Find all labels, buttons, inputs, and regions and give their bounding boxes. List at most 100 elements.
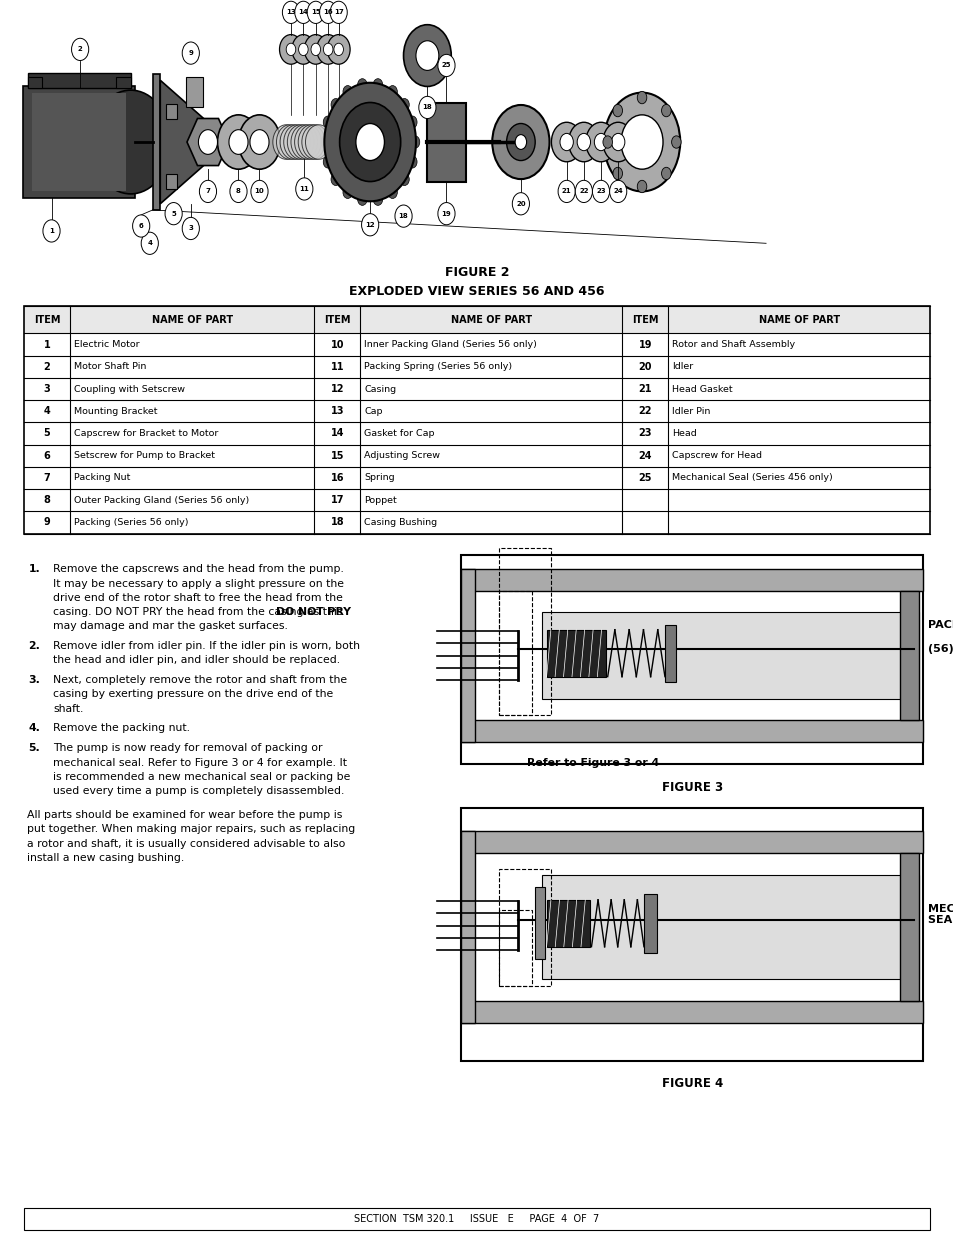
Text: Rotor and Shaft Assembly: Rotor and Shaft Assembly (672, 340, 795, 350)
Text: 13: 13 (331, 406, 344, 416)
Text: 15: 15 (311, 10, 320, 15)
Text: 12: 12 (331, 384, 344, 394)
Circle shape (334, 43, 343, 56)
Bar (28, 77, 42, 88)
Text: 2: 2 (44, 362, 51, 372)
Circle shape (330, 1, 347, 23)
Circle shape (287, 125, 314, 159)
Circle shape (283, 125, 310, 159)
Text: 19: 19 (638, 340, 651, 350)
Bar (460, 569, 923, 592)
Text: 16: 16 (323, 10, 333, 15)
Text: Packing (Series 56 only): Packing (Series 56 only) (73, 517, 188, 527)
Bar (460, 1002, 923, 1024)
Circle shape (373, 79, 382, 91)
Text: Motor Shaft Pin: Motor Shaft Pin (73, 362, 146, 372)
Text: 4: 4 (147, 241, 152, 246)
Text: 6: 6 (139, 224, 143, 228)
Text: 2: 2 (78, 47, 82, 52)
Bar (427, 103, 465, 182)
Bar (460, 569, 474, 742)
Text: the head and idler pin, and idler should be replaced.: the head and idler pin, and idler should… (53, 656, 340, 666)
Circle shape (71, 38, 89, 61)
Text: FIGURE 2: FIGURE 2 (444, 266, 509, 279)
Circle shape (551, 122, 581, 162)
Text: All parts should be examined for wear before the pump is: All parts should be examined for wear be… (27, 810, 342, 820)
Circle shape (238, 115, 280, 169)
Circle shape (357, 79, 367, 91)
Text: Adjusting Screw: Adjusting Screw (364, 451, 439, 461)
Bar (541, 613, 918, 699)
Bar (28, 73, 131, 88)
Circle shape (294, 1, 312, 23)
Text: 11: 11 (331, 362, 344, 372)
Circle shape (577, 133, 590, 151)
Circle shape (229, 130, 248, 154)
Circle shape (620, 115, 662, 169)
Circle shape (282, 1, 299, 23)
Circle shape (558, 180, 575, 203)
Circle shape (387, 186, 396, 199)
Circle shape (437, 203, 455, 225)
Circle shape (141, 232, 158, 254)
Text: It may be necessary to apply a slight pressure on the: It may be necessary to apply a slight pr… (53, 578, 344, 589)
Bar (24, 306, 929, 534)
Text: 21: 21 (561, 189, 571, 194)
Text: MECHANICAL
SEAL (456): MECHANICAL SEAL (456) (927, 904, 953, 925)
Circle shape (199, 180, 216, 203)
Circle shape (387, 85, 396, 98)
Circle shape (307, 1, 324, 23)
Circle shape (276, 125, 303, 159)
Text: 21: 21 (638, 384, 651, 394)
Circle shape (602, 136, 612, 148)
Circle shape (660, 167, 670, 179)
Text: Capscrew for Head: Capscrew for Head (672, 451, 761, 461)
Text: DO NOT PRY: DO NOT PRY (276, 606, 351, 618)
Text: 22: 22 (578, 189, 588, 194)
Text: 23: 23 (596, 189, 605, 194)
Circle shape (250, 130, 269, 154)
Bar (460, 831, 474, 1024)
Circle shape (512, 193, 529, 215)
Circle shape (407, 116, 416, 128)
Text: NAME OF PART: NAME OF PART (758, 315, 839, 325)
Text: The pump is now ready for removal of packing or: The pump is now ready for removal of pac… (53, 743, 322, 753)
Text: Casing: Casing (364, 384, 395, 394)
Text: 14: 14 (298, 10, 308, 15)
Text: 5: 5 (172, 211, 175, 216)
Bar (23, 86, 135, 198)
Circle shape (343, 85, 352, 98)
Circle shape (327, 35, 350, 64)
Text: 7: 7 (205, 189, 211, 194)
Bar (546, 900, 589, 947)
Text: 8: 8 (44, 495, 51, 505)
Text: 5.: 5. (29, 743, 40, 753)
Circle shape (403, 25, 451, 86)
Circle shape (399, 173, 409, 185)
Circle shape (298, 125, 325, 159)
Circle shape (559, 133, 573, 151)
Text: casing. DO NOT PRY the head from the casing as this: casing. DO NOT PRY the head from the cas… (53, 606, 342, 618)
Text: 16: 16 (331, 473, 344, 483)
Text: EXPLODED VIEW SERIES 56 AND 456: EXPLODED VIEW SERIES 56 AND 456 (349, 285, 604, 299)
Circle shape (399, 99, 409, 111)
Text: 1.: 1. (29, 564, 40, 574)
Text: casing by exerting pressure on the drive end of the: casing by exerting pressure on the drive… (53, 689, 334, 699)
Circle shape (609, 180, 626, 203)
Text: mechanical seal. Refer to Figure 3 or 4 for example. It: mechanical seal. Refer to Figure 3 or 4 … (53, 757, 347, 767)
Bar (498, 592, 532, 715)
Bar (460, 720, 923, 742)
Circle shape (280, 125, 307, 159)
Bar (643, 894, 657, 953)
Circle shape (286, 43, 295, 56)
Circle shape (165, 203, 182, 225)
Circle shape (671, 136, 680, 148)
Text: 3: 3 (44, 384, 51, 394)
Text: 6: 6 (44, 451, 51, 461)
Text: Idler Pin: Idler Pin (672, 406, 710, 416)
Circle shape (437, 54, 455, 77)
Text: Packing Nut: Packing Nut (73, 473, 131, 483)
Text: used every time a pump is completely disassembled.: used every time a pump is completely dis… (53, 785, 344, 795)
Circle shape (575, 180, 592, 203)
Circle shape (320, 136, 330, 148)
